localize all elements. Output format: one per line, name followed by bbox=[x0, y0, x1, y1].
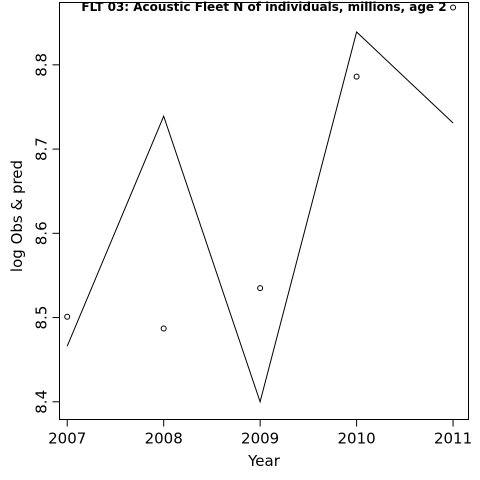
series-layer bbox=[64, 4, 457, 404]
chart-title: FLT 03: Acoustic Fleet N of individuals,… bbox=[81, 0, 446, 14]
plot-frame bbox=[59, 2, 469, 420]
y-tick-label: 8.8 bbox=[33, 53, 51, 77]
x-tick-label: 2008 bbox=[145, 430, 183, 448]
y-tick-label: 8.5 bbox=[33, 306, 51, 330]
observed-point bbox=[160, 325, 167, 332]
x-tick-label: 2009 bbox=[241, 430, 279, 448]
observed-point bbox=[64, 313, 71, 320]
y-axis-title: log Obs & pred bbox=[8, 160, 26, 272]
x-tick-label: 2011 bbox=[434, 430, 472, 448]
observed-point bbox=[257, 285, 264, 292]
y-tick-label: 8.7 bbox=[33, 137, 51, 161]
predicted-line bbox=[66, 31, 454, 404]
observed-point bbox=[450, 4, 457, 11]
x-tick-label: 2010 bbox=[338, 430, 376, 448]
x-axis-title: Year bbox=[247, 452, 281, 470]
y-tick-label: 8.6 bbox=[33, 221, 51, 245]
x-axis: 2007 2008 2009 2010 2011 bbox=[48, 419, 472, 448]
x-tick-label: 2007 bbox=[48, 430, 86, 448]
observed-point bbox=[353, 73, 360, 80]
y-tick-label: 8.4 bbox=[33, 390, 51, 414]
y-axis: 8.4 8.5 8.6 8.7 8.8 bbox=[33, 53, 60, 414]
